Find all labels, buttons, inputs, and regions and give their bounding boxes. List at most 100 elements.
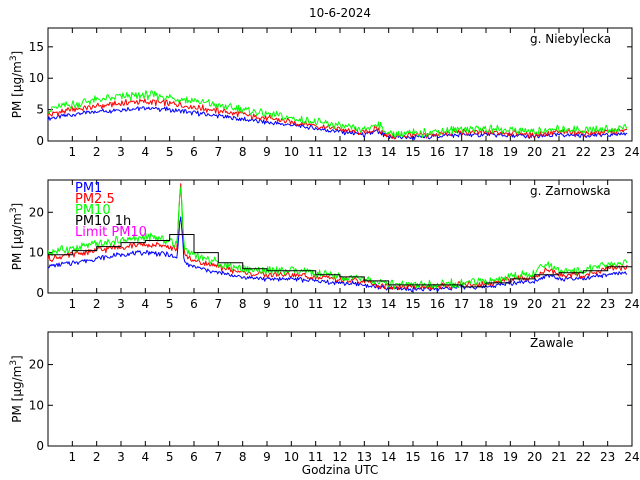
x-tick-label: 11 — [308, 297, 323, 311]
x-tick-label: 16 — [430, 297, 445, 311]
x-tick-label: 12 — [332, 145, 347, 159]
x-tick-label: 22 — [576, 450, 591, 464]
x-tick-label: 13 — [357, 297, 372, 311]
x-tick-label: 15 — [405, 450, 420, 464]
legend-entry: PM10 — [75, 203, 111, 218]
x-tick-label: 20 — [527, 297, 542, 311]
x-tick-label: 13 — [357, 450, 372, 464]
x-tick-label: 3 — [117, 145, 125, 159]
station-label: g. Niebylecka — [530, 32, 611, 46]
y-axis-label: PM [μg/m3] — [9, 203, 24, 271]
series-pm10 — [48, 186, 628, 289]
x-tick-label: 2 — [93, 450, 101, 464]
x-tick-label: 18 — [478, 145, 493, 159]
x-tick-label: 21 — [551, 297, 566, 311]
x-tick-label: 7 — [215, 297, 223, 311]
station-label: g. Zarnowska — [530, 184, 611, 198]
y-tick-label: 20 — [29, 205, 44, 219]
x-tick-label: 6 — [190, 450, 198, 464]
station-label: Zawale — [530, 336, 573, 350]
x-tick-label: 16 — [430, 145, 445, 159]
x-tick-label: 8 — [239, 145, 247, 159]
x-tick-label: 5 — [166, 145, 174, 159]
y-tick-label: 0 — [36, 286, 44, 300]
x-tick-label: 20 — [527, 450, 542, 464]
x-tick-label: 7 — [215, 450, 223, 464]
x-tick-label: 1 — [69, 297, 77, 311]
series-pm2-5 — [48, 98, 628, 140]
x-tick-label: 13 — [357, 145, 372, 159]
series-group — [48, 183, 632, 293]
x-tick-label: 22 — [576, 145, 591, 159]
x-tick-label: 23 — [600, 297, 615, 311]
x-tick-label: 11 — [308, 145, 323, 159]
series-group — [48, 90, 628, 140]
x-axis-label: Godzina UTC — [302, 463, 378, 477]
x-tick-label: 11 — [308, 450, 323, 464]
x-tick-label: 10 — [284, 145, 299, 159]
x-tick-label: 12 — [332, 297, 347, 311]
series-pm1 — [48, 106, 628, 140]
y-tick-label: 0 — [36, 134, 44, 148]
legend-entry: PM2.5 — [75, 192, 115, 207]
x-tick-label: 7 — [215, 145, 223, 159]
x-tick-label: 15 — [405, 145, 420, 159]
y-tick-label: 10 — [29, 398, 44, 412]
x-tick-label: 10 — [284, 297, 299, 311]
x-tick-label: 24 — [624, 145, 639, 159]
x-tick-label: 6 — [190, 145, 198, 159]
x-tick-label: 15 — [405, 297, 420, 311]
x-tick-label: 4 — [142, 297, 150, 311]
y-tick-label: 10 — [29, 71, 44, 85]
x-tick-label: 17 — [454, 450, 469, 464]
x-tick-label: 4 — [142, 145, 150, 159]
x-tick-label: 10 — [284, 450, 299, 464]
x-tick-label: 14 — [381, 450, 396, 464]
x-tick-label: 6 — [190, 297, 198, 311]
x-tick-label: 24 — [624, 297, 639, 311]
legend-entry: PM1 — [75, 181, 102, 196]
legend-entry: Limit PM10 — [75, 225, 147, 240]
x-tick-label: 19 — [503, 450, 518, 464]
chart-title: 10-6-2024 — [309, 6, 371, 20]
x-tick-label: 9 — [263, 145, 271, 159]
x-tick-label: 8 — [239, 450, 247, 464]
x-tick-label: 23 — [600, 450, 615, 464]
x-tick-label: 14 — [381, 145, 396, 159]
x-tick-label: 3 — [117, 450, 125, 464]
y-tick-label: 15 — [29, 40, 44, 54]
y-tick-label: 0 — [36, 439, 44, 453]
x-tick-label: 21 — [551, 145, 566, 159]
x-tick-label: 22 — [576, 297, 591, 311]
x-tick-label: 19 — [503, 145, 518, 159]
x-tick-label: 2 — [93, 145, 101, 159]
x-tick-label: 16 — [430, 450, 445, 464]
x-tick-label: 18 — [478, 450, 493, 464]
y-axis-label: PM [μg/m3] — [9, 51, 24, 119]
x-tick-label: 18 — [478, 297, 493, 311]
series-pm10-1h — [48, 234, 632, 288]
y-tick-label: 20 — [29, 358, 44, 372]
x-tick-label: 21 — [551, 450, 566, 464]
x-tick-label: 14 — [381, 297, 396, 311]
x-tick-label: 9 — [263, 450, 271, 464]
x-tick-label: 12 — [332, 450, 347, 464]
x-tick-label: 8 — [239, 297, 247, 311]
x-tick-label: 2 — [93, 297, 101, 311]
x-tick-label: 4 — [142, 450, 150, 464]
x-tick-label: 20 — [527, 145, 542, 159]
x-tick-label: 17 — [454, 145, 469, 159]
x-tick-label: 9 — [263, 297, 271, 311]
y-tick-label: 5 — [36, 103, 44, 117]
series-pm1 — [48, 216, 628, 293]
y-tick-label: 10 — [29, 246, 44, 260]
x-tick-label: 24 — [624, 450, 639, 464]
x-tick-label: 3 — [117, 297, 125, 311]
x-tick-label: 1 — [69, 145, 77, 159]
x-tick-label: 5 — [166, 297, 174, 311]
